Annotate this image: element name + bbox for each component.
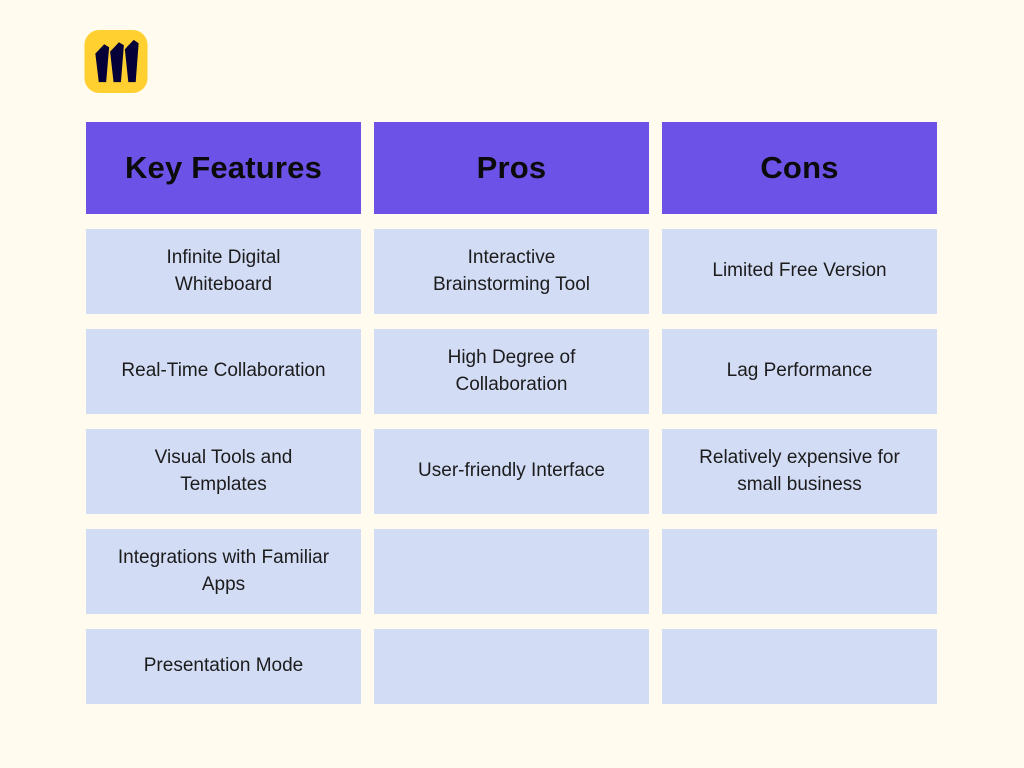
cell-key-features-4: Integrations with Familiar Apps [86,529,361,614]
comparison-table: Key Features Pros Cons Infinite Digital … [86,122,937,704]
header-pros: Pros [374,122,649,214]
cell-key-features-5: Presentation Mode [86,629,361,704]
header-key-features: Key Features [86,122,361,214]
cell-pros-5-empty [374,629,649,704]
cell-cons-3: Relatively expensive for small business [662,429,937,514]
miro-logo-icon [84,30,148,93]
cell-cons-1: Limited Free Version [662,229,937,314]
cell-pros-3: User-friendly Interface [374,429,649,514]
cell-cons-5-empty [662,629,937,704]
cell-pros-1: Interactive Brainstorming Tool [374,229,649,314]
cell-key-features-3: Visual Tools and Templates [86,429,361,514]
cell-cons-4-empty [662,529,937,614]
cell-cons-2: Lag Performance [662,329,937,414]
cell-key-features-1: Infinite Digital Whiteboard [86,229,361,314]
header-cons: Cons [662,122,937,214]
cell-key-features-2: Real-Time Collaboration [86,329,361,414]
cell-pros-4-empty [374,529,649,614]
cell-pros-2: High Degree of Collaboration [374,329,649,414]
